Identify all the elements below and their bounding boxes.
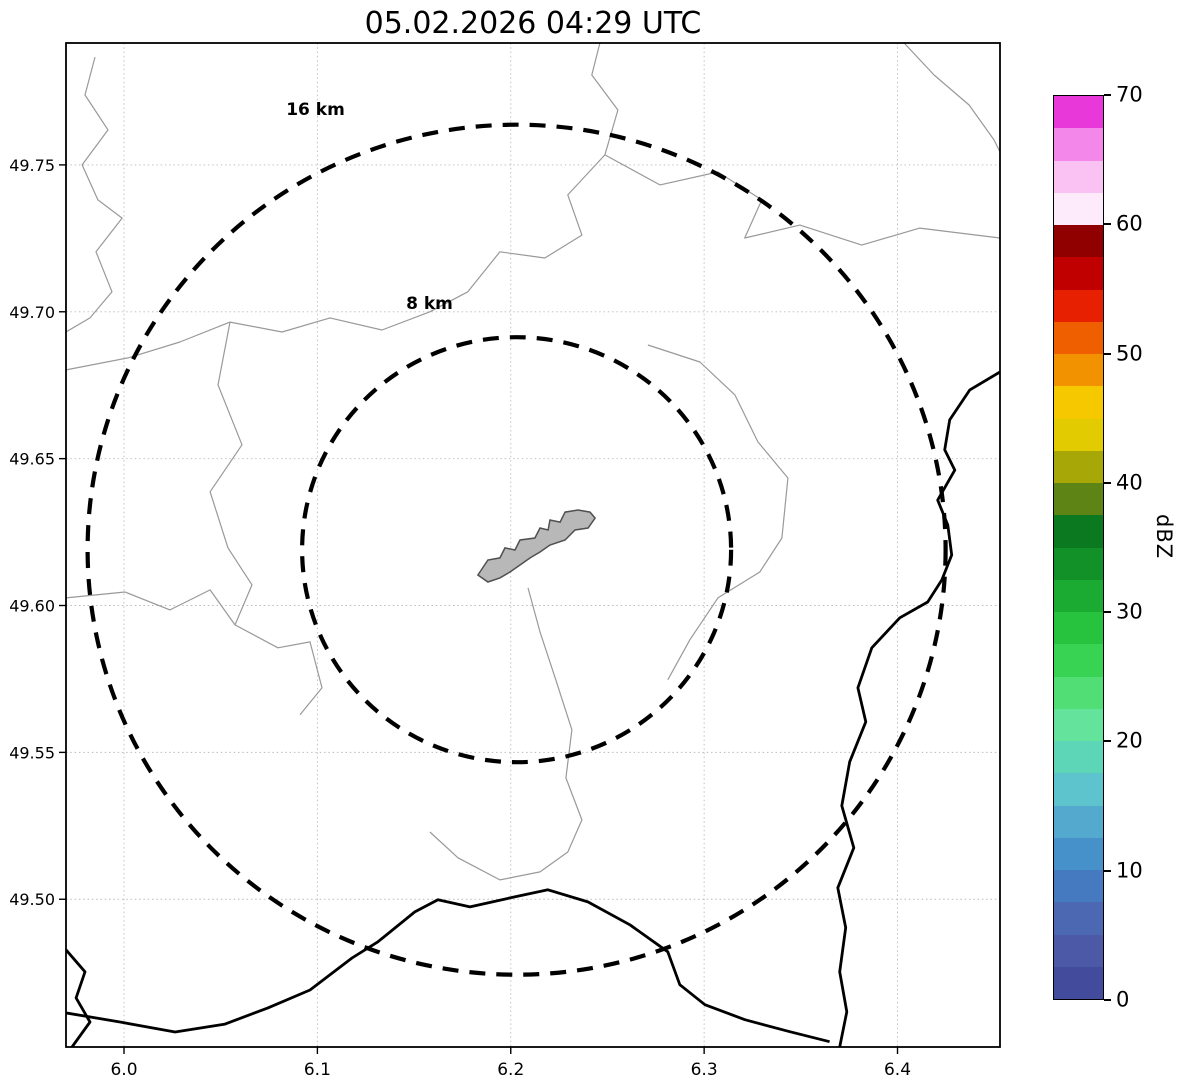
colorbar-tick-label: 50 bbox=[1116, 341, 1143, 366]
colorbar-band bbox=[1054, 805, 1103, 838]
y-tick-label: 49.75 bbox=[9, 156, 55, 175]
colorbar-band bbox=[1054, 547, 1103, 580]
city-area-polygon bbox=[476, 509, 597, 583]
range-ring-label: 16 km bbox=[286, 100, 345, 120]
colorbar-band bbox=[1054, 676, 1103, 709]
colorbar-band bbox=[1054, 966, 1103, 999]
colorbar-band bbox=[1054, 902, 1103, 935]
colorbar-tick-mark bbox=[1104, 869, 1111, 872]
colorbar bbox=[1053, 95, 1104, 1000]
y-tick-label: 49.65 bbox=[9, 450, 55, 469]
colorbar-tick-label: 10 bbox=[1116, 858, 1143, 883]
range-ring-label: 8 km bbox=[406, 294, 453, 314]
map-content bbox=[66, 43, 1000, 1047]
colorbar-tick-label: 70 bbox=[1116, 82, 1143, 107]
country-border-line bbox=[66, 948, 92, 1047]
river-line bbox=[429, 587, 583, 881]
colorbar-band bbox=[1054, 870, 1103, 903]
river-line bbox=[66, 43, 619, 371]
colorbar-band bbox=[1054, 354, 1103, 387]
x-tick-label: 6.4 bbox=[884, 1060, 911, 1080]
colorbar-band bbox=[1054, 192, 1103, 225]
country-border-line bbox=[66, 888, 830, 1044]
x-tick-label: 6.1 bbox=[304, 1060, 331, 1080]
river-line bbox=[209, 321, 323, 716]
colorbar-tick-mark bbox=[1104, 481, 1111, 484]
colorbar-band bbox=[1054, 708, 1103, 741]
colorbar-band bbox=[1054, 96, 1103, 129]
colorbar-tick-mark bbox=[1104, 352, 1111, 355]
range-ring-8km bbox=[299, 335, 734, 765]
colorbar-tick-label: 30 bbox=[1116, 599, 1143, 624]
x-tick-label: 6.0 bbox=[110, 1060, 137, 1080]
colorbar-tick-mark bbox=[1104, 999, 1111, 1001]
colorbar-tick-mark bbox=[1104, 740, 1111, 743]
colorbar-tick-mark bbox=[1104, 611, 1111, 614]
plot-border bbox=[65, 42, 1001, 1048]
colorbar-band bbox=[1054, 644, 1103, 677]
x-tick-label: 6.3 bbox=[691, 1060, 718, 1080]
colorbar-band bbox=[1054, 160, 1103, 193]
river-line bbox=[66, 56, 123, 333]
colorbar-label: dBZ bbox=[1152, 513, 1176, 559]
colorbar-band bbox=[1054, 515, 1103, 548]
colorbar-band bbox=[1054, 321, 1103, 354]
colorbar-band bbox=[1054, 741, 1103, 774]
colorbar-band bbox=[1054, 773, 1103, 806]
colorbar-band bbox=[1054, 128, 1103, 161]
y-tick-label: 49.50 bbox=[9, 890, 55, 909]
colorbar-tick-label: 0 bbox=[1116, 987, 1130, 1012]
colorbar-tick-label: 60 bbox=[1116, 211, 1143, 236]
river-line bbox=[647, 344, 789, 681]
figure-title: 05.02.2026 04:29 UTC bbox=[364, 6, 702, 41]
range-ring-16km bbox=[85, 122, 948, 977]
colorbar-band bbox=[1054, 612, 1103, 645]
colorbar-band bbox=[1054, 934, 1103, 967]
y-tick-label: 49.70 bbox=[9, 303, 55, 322]
colorbar-tick-mark bbox=[1104, 223, 1111, 226]
colorbar-band bbox=[1054, 257, 1103, 290]
x-tick-label: 6.2 bbox=[497, 1060, 524, 1080]
country-border-line bbox=[836, 370, 1000, 1047]
colorbar-band bbox=[1054, 450, 1103, 483]
y-tick-label: 49.60 bbox=[9, 597, 55, 616]
river-line bbox=[604, 154, 1000, 246]
river-line bbox=[66, 589, 236, 626]
colorbar-tick-mark bbox=[1104, 94, 1111, 96]
river-line bbox=[903, 43, 1000, 153]
colorbar-tick-label: 40 bbox=[1116, 470, 1143, 495]
colorbar-band bbox=[1054, 289, 1103, 322]
colorbar-band bbox=[1054, 225, 1103, 258]
colorbar-band bbox=[1054, 483, 1103, 516]
colorbar-band bbox=[1054, 579, 1103, 612]
colorbar-band bbox=[1054, 386, 1103, 419]
colorbar-band bbox=[1054, 418, 1103, 451]
colorbar-band bbox=[1054, 837, 1103, 870]
colorbar-tick-label: 20 bbox=[1116, 728, 1143, 753]
y-tick-label: 49.55 bbox=[9, 743, 55, 762]
